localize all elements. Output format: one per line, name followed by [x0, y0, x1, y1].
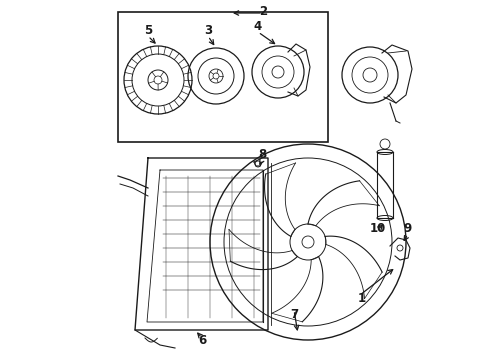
- Text: 6: 6: [198, 334, 206, 347]
- Text: 8: 8: [258, 148, 266, 161]
- Bar: [118, 12, 328, 142]
- Text: 3: 3: [204, 24, 212, 37]
- Text: 10: 10: [370, 222, 386, 235]
- Text: 9: 9: [404, 222, 412, 235]
- Text: 1: 1: [358, 292, 366, 305]
- Text: 2: 2: [259, 5, 267, 18]
- Text: 5: 5: [144, 24, 152, 37]
- Text: 7: 7: [290, 308, 298, 321]
- Text: 4: 4: [254, 20, 262, 33]
